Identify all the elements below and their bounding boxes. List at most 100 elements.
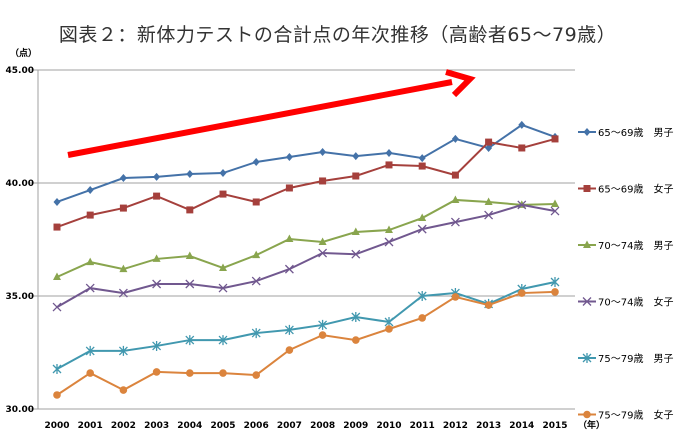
data-point bbox=[52, 363, 62, 374]
data-point bbox=[582, 353, 592, 363]
data-point bbox=[418, 314, 427, 322]
data-point bbox=[185, 279, 195, 289]
x-tick-label: 2009 bbox=[343, 421, 368, 431]
data-point bbox=[152, 368, 161, 376]
data-point bbox=[285, 153, 293, 162]
data-point bbox=[582, 297, 592, 306]
data-point bbox=[218, 283, 228, 293]
data-point bbox=[551, 288, 559, 296]
data-point bbox=[118, 345, 128, 356]
data-point bbox=[85, 283, 95, 293]
data-point bbox=[318, 319, 328, 330]
y-tick-label: 35.00 bbox=[6, 292, 34, 302]
trend-arrow-shaft bbox=[67, 79, 453, 158]
data-point bbox=[351, 227, 360, 236]
data-point bbox=[86, 369, 94, 377]
data-point bbox=[385, 161, 393, 169]
data-point bbox=[352, 172, 360, 180]
data-point bbox=[219, 369, 227, 377]
data-point bbox=[285, 234, 294, 243]
data-point bbox=[484, 197, 493, 205]
x-tick-label: 2006 bbox=[244, 421, 269, 431]
data-point bbox=[285, 184, 293, 192]
x-tick-label: 2011 bbox=[410, 421, 435, 431]
data-point bbox=[451, 171, 459, 179]
data-point bbox=[85, 345, 95, 356]
data-point bbox=[583, 185, 591, 192]
data-point bbox=[352, 152, 360, 161]
data-point bbox=[252, 157, 260, 166]
data-point bbox=[119, 386, 128, 394]
data-point bbox=[385, 325, 393, 333]
data-point bbox=[418, 154, 426, 163]
data-point bbox=[484, 301, 493, 309]
data-point bbox=[517, 200, 527, 210]
data-point bbox=[152, 254, 161, 262]
x-tick-label: 2005 bbox=[210, 421, 235, 431]
data-point bbox=[583, 128, 591, 136]
x-tick-label: 2000 bbox=[44, 421, 69, 431]
data-point bbox=[119, 204, 127, 212]
data-point bbox=[451, 134, 459, 143]
data-point bbox=[53, 197, 61, 206]
y-tick-label: 40.00 bbox=[6, 179, 34, 189]
y-tick-label: 30.00 bbox=[6, 405, 34, 415]
data-point bbox=[53, 272, 61, 281]
data-point bbox=[319, 148, 327, 157]
data-point bbox=[518, 120, 526, 129]
data-point bbox=[551, 199, 559, 208]
series-line bbox=[56, 290, 556, 396]
data-point bbox=[450, 217, 460, 227]
data-point bbox=[186, 206, 194, 214]
x-tick-label: 2015 bbox=[542, 421, 567, 431]
series-line bbox=[56, 281, 556, 370]
data-point bbox=[485, 138, 493, 146]
data-point bbox=[252, 371, 260, 379]
data-point bbox=[185, 335, 195, 346]
data-point bbox=[52, 302, 62, 312]
series-4: 70～74歳 女子 bbox=[52, 200, 673, 312]
data-point bbox=[417, 291, 427, 301]
data-point bbox=[318, 248, 328, 258]
x-tick-label: 2013 bbox=[476, 421, 501, 431]
data-point bbox=[551, 135, 559, 143]
data-point bbox=[485, 143, 493, 152]
legend-label: 70～74歳 男子 bbox=[598, 240, 673, 252]
data-point bbox=[351, 312, 361, 323]
series-1: 65～69歳 男子 bbox=[53, 120, 673, 206]
data-point bbox=[284, 264, 294, 274]
legend-label: 65～69歳 女子 bbox=[598, 183, 673, 196]
data-point bbox=[583, 240, 591, 248]
data-point bbox=[153, 192, 161, 200]
data-point bbox=[119, 174, 127, 183]
series-line bbox=[56, 123, 556, 203]
legend-label: 65～69歳 男子 bbox=[598, 127, 673, 139]
data-point bbox=[285, 346, 294, 354]
data-point bbox=[352, 336, 360, 344]
data-point bbox=[385, 148, 393, 157]
data-point bbox=[319, 177, 327, 185]
data-point bbox=[418, 213, 427, 222]
x-tick-label: 2012 bbox=[443, 421, 468, 431]
trend-arrow-head bbox=[445, 69, 476, 98]
x-tick-label: 2014 bbox=[509, 421, 534, 431]
data-point bbox=[53, 391, 61, 399]
data-point bbox=[583, 410, 591, 419]
series-line bbox=[56, 203, 556, 308]
data-point bbox=[451, 195, 460, 203]
x-tick-label: 2001 bbox=[78, 421, 103, 431]
series-line bbox=[56, 198, 556, 278]
data-point bbox=[152, 340, 162, 351]
data-point bbox=[251, 328, 261, 339]
data-point bbox=[318, 237, 327, 245]
data-point bbox=[318, 331, 327, 339]
data-point bbox=[384, 237, 394, 247]
y-tick-label: 45.00 bbox=[6, 66, 34, 76]
data-point bbox=[218, 335, 228, 346]
data-point bbox=[53, 223, 61, 231]
data-point bbox=[251, 276, 261, 286]
data-point bbox=[219, 190, 227, 198]
x-tick-label: 2007 bbox=[277, 421, 302, 431]
